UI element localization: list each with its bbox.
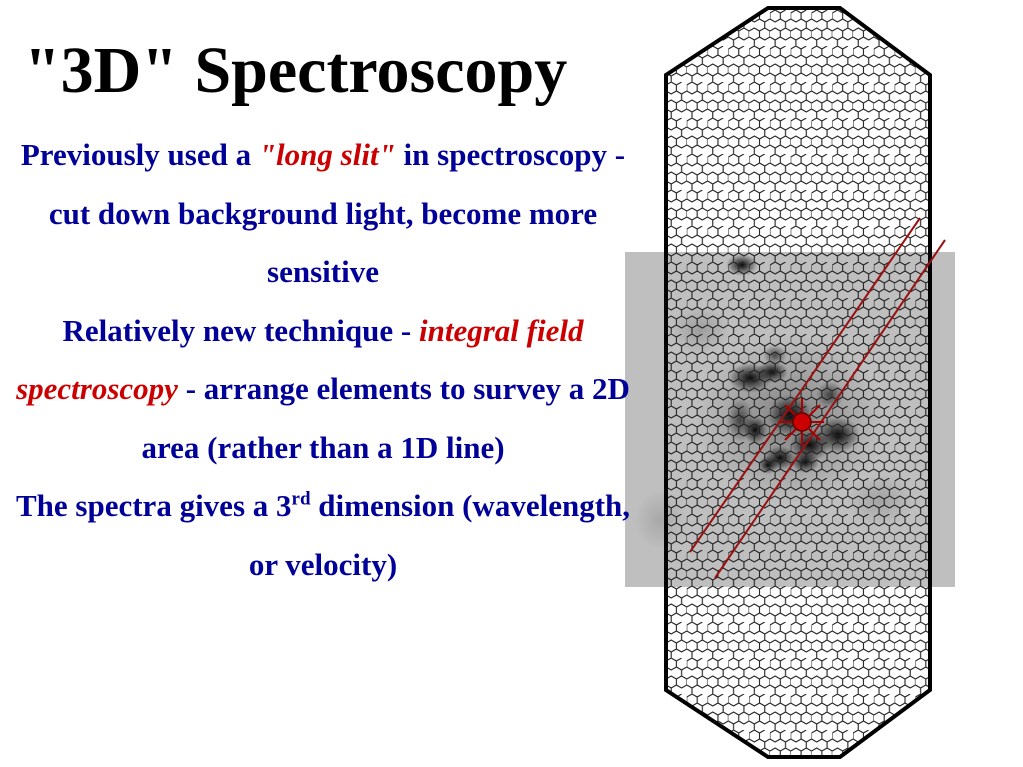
paragraph-long-slit: Previously used a "long slit" in spectro…: [8, 126, 638, 302]
paragraph-third-dimension-end: dimension (wavelength, or velocity): [248, 488, 631, 582]
paragraph-third-dimension: The spectra gives a 3rd dimension (wavel…: [8, 477, 638, 594]
long-slit-highlight: "long slit": [258, 137, 396, 172]
paragraph-third-dimension-start: The spectra gives a 3: [15, 488, 292, 523]
slide-title: "3D" Spectroscopy: [24, 34, 568, 107]
slide-body: Previously used a "long slit" in spectro…: [8, 126, 638, 594]
paragraph-integral-field: Relatively new technique - integral fiel…: [8, 302, 638, 478]
integral-field-highlight: integral field spectroscopy: [16, 312, 584, 407]
paragraph-long-slit-start: Previously used a: [20, 137, 259, 172]
paragraph-integral-field-end: - arrange elements to survey a 2D area (…: [141, 371, 630, 465]
ifu-figure: [625, 6, 955, 759]
hexagonal-fiber-array-icon: [664, 6, 932, 759]
long-slit-lines-icon: [689, 217, 946, 579]
target-marker-icon: [780, 398, 824, 446]
paragraph-long-slit-end: in spectroscopy - cut down background li…: [48, 137, 626, 289]
paragraph-integral-field-start: Relatively new technique -: [62, 312, 419, 348]
ordinal-superscript: rd: [291, 488, 311, 510]
